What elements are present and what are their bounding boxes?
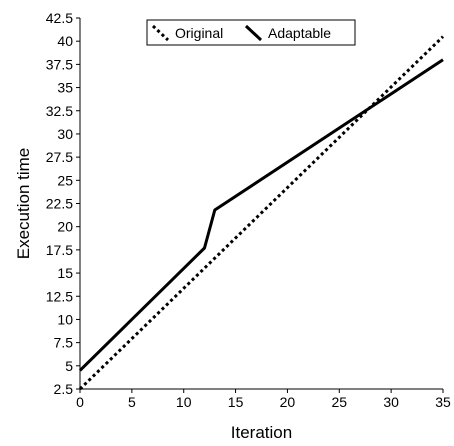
legend-swatch-adaptable: [244, 24, 263, 42]
x-tick-label: 30: [383, 394, 399, 410]
x-tick-label: 15: [228, 394, 244, 410]
y-tick-label: 15: [57, 265, 73, 281]
y-tick-label: 35: [57, 80, 73, 96]
y-tick-label: 7.5: [54, 335, 74, 351]
series-layer: [78, 35, 445, 391]
x-axis: 0 5 10 15 20 25 30 35: [76, 389, 451, 410]
y-tick-label: 5: [65, 358, 73, 374]
legend-label-original: Original: [175, 25, 223, 41]
x-tick-label: 35: [435, 394, 451, 410]
x-tick-label: 25: [331, 394, 347, 410]
y-tick-label: 30: [57, 126, 73, 142]
series-line-adaptable: [78, 58, 444, 372]
y-tick-label: 42.5: [46, 10, 73, 26]
y-tick-label: 20: [57, 219, 73, 235]
y-tick-label: 10: [57, 311, 73, 327]
y-tick-label: 12.5: [46, 288, 73, 304]
x-tick-label: 20: [280, 394, 296, 410]
y-axis-title: Execution time: [14, 148, 33, 260]
x-tick-label: 10: [176, 394, 192, 410]
y-tick-label: 37.5: [46, 56, 73, 72]
y-tick-label: 40: [57, 33, 73, 49]
y-axis: 2.5 5 7.5 10 12.5 15 17.5 20 22.5 25 27.5 30 32.5 35 3…: [46, 10, 80, 397]
plot-area: [79, 18, 443, 390]
y-tick-label: 27.5: [46, 149, 73, 165]
series-line-original: [78, 35, 445, 391]
y-tick-label: 32.5: [46, 103, 73, 119]
y-tick-label: 25: [57, 172, 73, 188]
legend-label-adaptable: Adaptable: [268, 25, 331, 41]
y-tick-label: 2.5: [54, 381, 74, 397]
x-tick-label: 0: [76, 394, 84, 410]
y-tick-label: 22.5: [46, 196, 73, 212]
x-tick-label: 5: [128, 394, 136, 410]
y-tick-label: 17.5: [46, 242, 73, 258]
legend: Original Adaptable: [146, 19, 356, 46]
x-axis-title: Iteration: [231, 423, 292, 441]
